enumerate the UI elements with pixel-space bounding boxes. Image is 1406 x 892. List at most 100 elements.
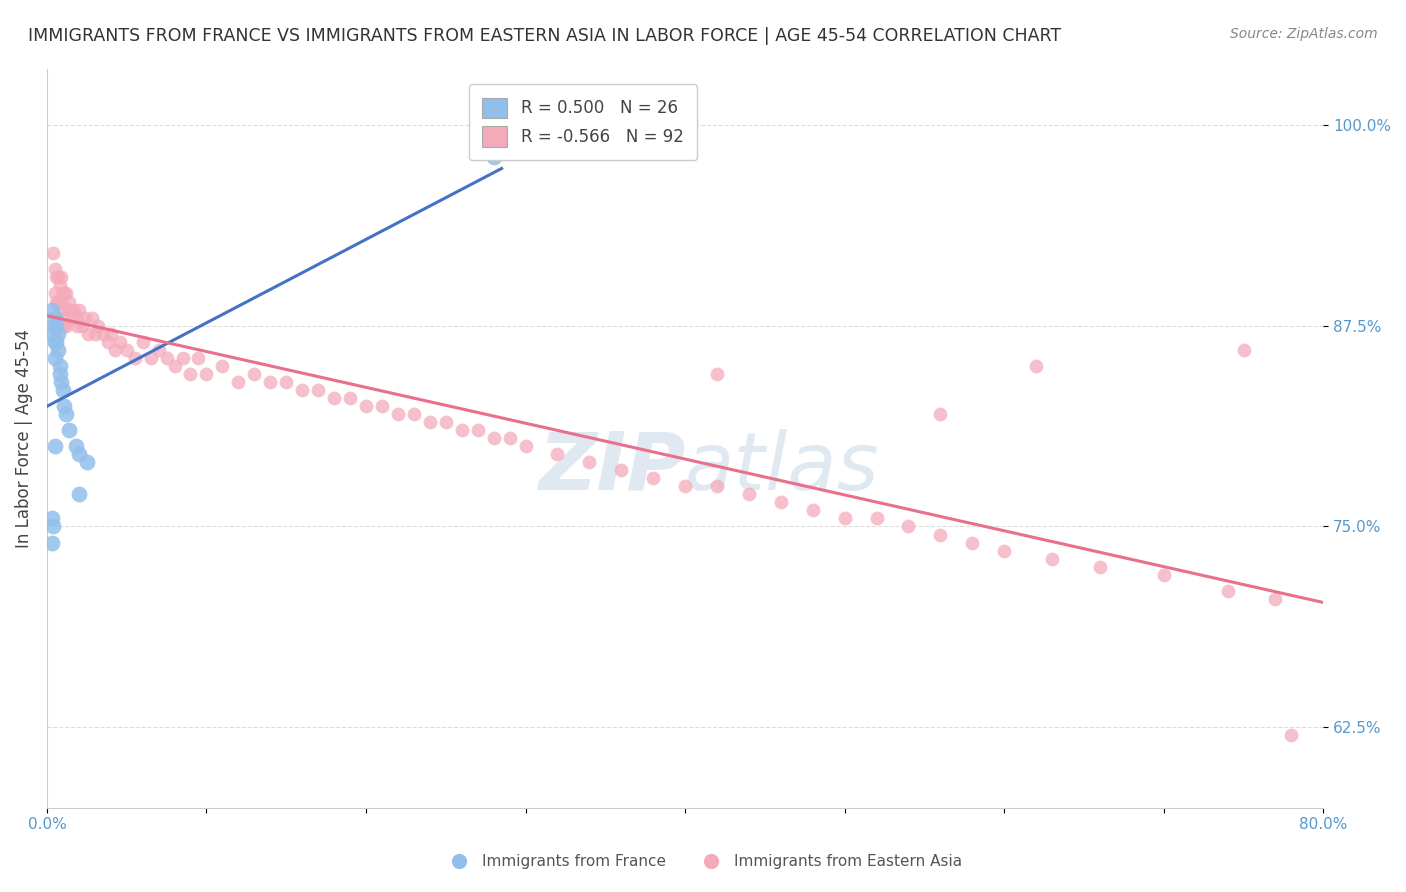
Point (46, 294, 69, 309)
Point (131, 334, 153, 349)
Point (148, 343, 170, 357)
Point (51, 270, 73, 285)
Point (42, 318, 65, 333)
Point (834, 511, 856, 525)
Point (44, 262, 66, 277)
Point (44, 286, 66, 301)
Point (865, 511, 887, 525)
Point (87, 318, 110, 333)
Point (56, 302, 79, 317)
Point (276, 375, 298, 389)
Point (53, 318, 76, 333)
Point (42, 246, 65, 260)
Point (371, 399, 394, 413)
Point (55, 407, 77, 421)
Point (65, 310, 87, 325)
Point (450, 423, 472, 437)
Point (155, 351, 177, 365)
Point (80, 310, 103, 325)
Point (53, 399, 76, 413)
Point (48, 367, 70, 381)
Point (66, 318, 89, 333)
Point (96, 334, 118, 349)
Point (52, 383, 75, 397)
Point (45, 294, 67, 309)
Point (546, 447, 568, 461)
Point (195, 367, 218, 381)
Point (323, 391, 346, 405)
Point (172, 351, 194, 365)
Point (1232, 343, 1254, 357)
Point (44, 351, 66, 365)
Point (434, 415, 457, 429)
Point (46, 326, 69, 341)
Point (419, 415, 441, 429)
Point (58, 423, 80, 437)
Point (52, 310, 75, 325)
Point (291, 383, 314, 397)
Point (76, 455, 98, 469)
Point (75, 310, 97, 325)
Point (211, 359, 233, 373)
Point (83, 326, 105, 341)
Point (482, 431, 505, 445)
Point (100, 326, 122, 341)
Point (929, 407, 952, 421)
Point (673, 479, 696, 493)
Point (1216, 583, 1239, 598)
Point (45, 318, 67, 333)
Point (115, 343, 138, 357)
Point (1279, 728, 1302, 742)
Point (387, 407, 409, 421)
Point (51, 294, 73, 309)
Point (45, 334, 67, 349)
Point (498, 431, 520, 445)
Point (77, 326, 100, 341)
Point (46, 343, 69, 357)
Point (993, 543, 1015, 558)
Point (55, 318, 77, 333)
Point (67, 447, 90, 461)
Legend: Immigrants from France, Immigrants from Eastern Asia: Immigrants from France, Immigrants from … (437, 848, 969, 875)
Point (124, 351, 146, 365)
Text: ZIP: ZIP (537, 429, 685, 507)
Point (163, 359, 186, 373)
Point (897, 519, 920, 533)
Point (243, 367, 266, 381)
Point (110, 334, 132, 349)
Point (46, 270, 69, 285)
Point (482, 150, 505, 164)
Point (44, 334, 66, 349)
Point (354, 399, 377, 413)
Text: atlas: atlas (685, 429, 880, 507)
Point (1025, 359, 1047, 373)
Point (769, 495, 792, 509)
Point (515, 439, 537, 453)
Point (339, 391, 361, 405)
Point (578, 455, 600, 469)
Point (706, 479, 728, 493)
Point (1153, 567, 1175, 582)
Point (42, 326, 65, 341)
Point (187, 351, 209, 365)
Point (139, 351, 162, 365)
Text: Source: ZipAtlas.com: Source: ZipAtlas.com (1230, 27, 1378, 41)
Point (643, 471, 665, 485)
Point (70, 318, 93, 333)
Point (48, 302, 70, 317)
Point (706, 367, 728, 381)
Y-axis label: In Labor Force | Age 45-54: In Labor Force | Age 45-54 (15, 328, 32, 548)
Point (228, 375, 250, 389)
Point (67, 302, 90, 317)
Point (48, 278, 70, 293)
Point (467, 423, 489, 437)
Point (42, 519, 65, 533)
Point (41, 302, 63, 317)
Point (1040, 551, 1063, 566)
Point (962, 535, 984, 549)
Point (67, 487, 90, 501)
Point (63, 302, 86, 317)
Point (53, 286, 76, 301)
Point (1088, 559, 1111, 574)
Point (801, 503, 824, 517)
